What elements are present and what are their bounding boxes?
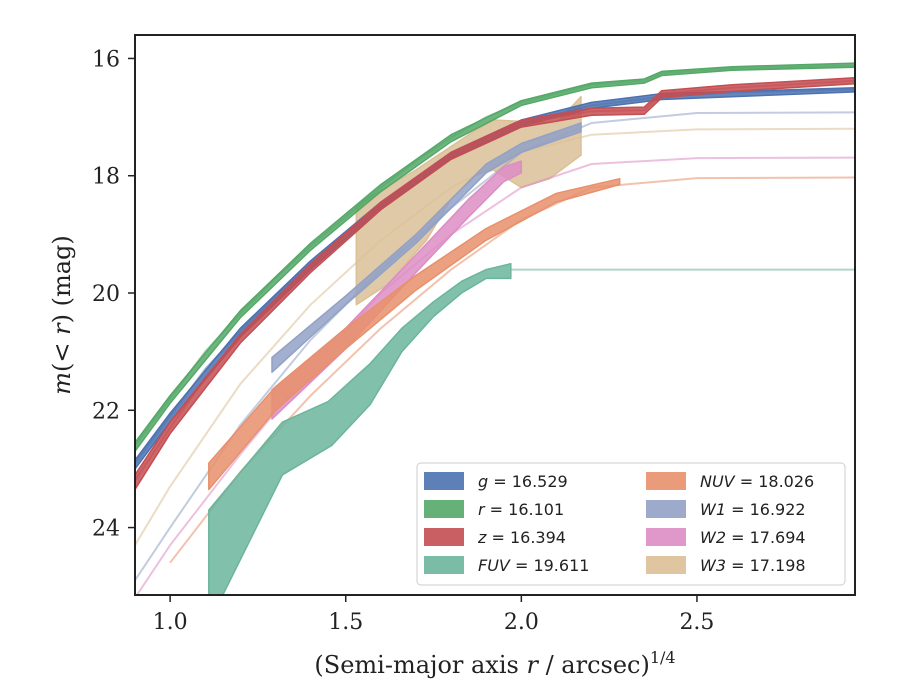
y-axis-ticks: 16 18 20 22 24 [92, 47, 135, 542]
legend-swatch-nuv [646, 472, 686, 490]
legend-swatch-w1 [646, 500, 686, 518]
legend: g = 16.529 r = 16.101 z = 16.394 FUV = 19.6… [416, 462, 846, 586]
y-tick-label: 22 [92, 399, 120, 424]
legend-label-w2: W2 = 17.694 [700, 528, 806, 547]
y-tick-label: 24 [92, 517, 120, 542]
series-z [135, 77, 855, 491]
x-tick-label: 2.0 [504, 610, 539, 635]
legend-swatch-w2 [646, 528, 686, 546]
y-tick-label: 18 [92, 165, 120, 190]
plot-frame [134, 34, 856, 596]
legend-swatch-w3 [646, 556, 686, 574]
series-r [135, 62, 855, 453]
legend-swatch-fuv [424, 556, 464, 574]
series-fuv [208, 262, 855, 595]
band-fuv [208, 262, 512, 595]
legend-label-w3: W3 = 17.198 [700, 556, 806, 575]
x-axis-label: (Semi-major axis r / arcsec)1/4 [314, 648, 675, 679]
legend-box [416, 462, 846, 586]
x-tick-label: 1.0 [153, 610, 188, 635]
legend-label-w1: W1 = 16.922 [700, 500, 806, 519]
legend-label-nuv: NUV = 18.026 [700, 472, 814, 491]
y-tick-label: 16 [92, 47, 120, 72]
band-nuv [208, 177, 621, 491]
legend-swatch-z [424, 528, 464, 546]
y-axis-label: m(< r) (mag) [48, 235, 76, 395]
legend-label-fuv: FUV = 19.611 [478, 556, 589, 575]
legend-label-z: z = 16.394 [477, 528, 566, 547]
legend-label-r: r = 16.101 [478, 500, 564, 519]
band-w1 [271, 122, 582, 373]
legend-swatch-r [424, 500, 464, 518]
x-axis-ticks: 1.0 1.5 2.0 2.5 [153, 595, 714, 635]
band-r [135, 62, 855, 453]
x-tick-label: 2.5 [679, 610, 714, 635]
series-layer [135, 62, 855, 595]
series-w1 [135, 111, 855, 581]
band-z [135, 77, 855, 491]
legend-swatch-g [424, 472, 464, 490]
legend-label-g: g = 16.529 [478, 472, 568, 491]
x-tick-label: 1.5 [328, 610, 363, 635]
y-tick-label: 20 [92, 282, 120, 307]
